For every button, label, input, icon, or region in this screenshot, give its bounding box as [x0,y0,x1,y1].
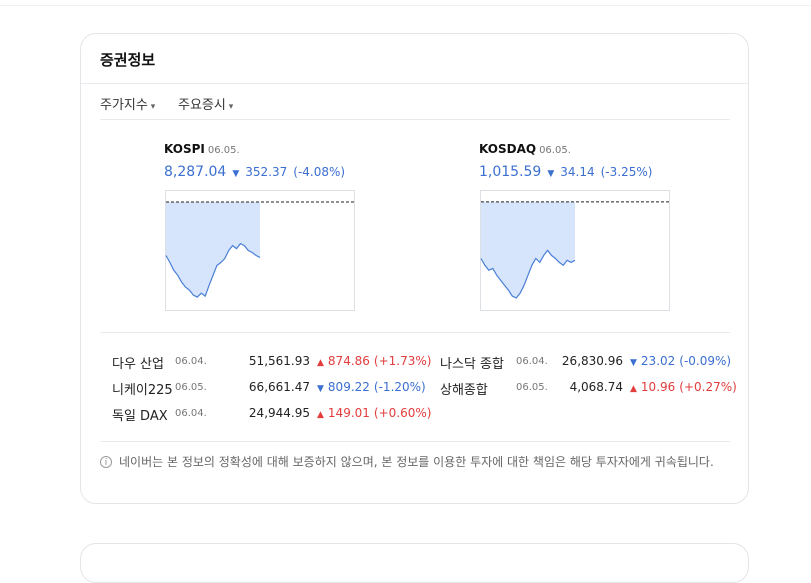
market-change: 809.22 [327,380,370,394]
sparkline [165,242,261,298]
divider [100,441,730,442]
index-date: 06.05. [539,145,571,156]
change-arrow [232,161,239,180]
divider [100,119,730,120]
market-value: 24,944.95 [248,406,310,420]
market-percent: (+1.73%) [373,354,432,368]
index-name: KOSPI 06.05. [164,142,240,156]
index-change: 352.37 [245,165,288,179]
market-change-line: 874.86(+1.73%) [317,354,431,368]
index-value-line: 1,015.59 34.14 (-3.25%) [479,161,652,180]
divider [100,332,730,333]
market-change: 149.01 [327,406,370,420]
info-icon: i [100,456,112,468]
market-date: 06.04. [175,408,207,419]
tab[interactable]: 주가지수 [100,94,155,113]
market-date: 06.04. [516,356,548,367]
change-arrow [317,380,324,394]
change-arrow [317,406,324,420]
market-change: 10.96 [640,380,676,394]
index-percent: (-4.08%) [293,165,346,179]
market-value: 4,068.74 [569,380,623,394]
market-percent: (-0.09%) [679,354,732,368]
market-date: 06.05. [516,382,548,393]
sparkline [480,249,576,299]
card-title: 증권정보 [100,51,156,69]
index-percent: (-3.25%) [600,165,653,179]
tab[interactable]: 주요증시 [178,94,233,113]
market-name: 나스닥 종합 [440,357,504,372]
market-change-line: 809.22(-1.20%) [317,380,426,394]
sparkline-area [166,201,260,298]
index-value: 1,015.59 [479,164,542,180]
divider [0,5,811,6]
change-arrow [630,354,637,368]
sparkline-chart [480,190,670,311]
market-name: 다우 산업 [112,357,164,372]
market-date: 06.04. [175,356,207,367]
page: {"header": {"title": "증권정보"}, "tabs": ["… [0,0,811,556]
market-name: 독일 DAX [112,409,168,424]
index-date: 06.05. [207,145,240,156]
chart-frame [480,190,670,311]
market-percent: (+0.27%) [679,380,737,394]
market-name: 상해종합 [440,383,488,398]
market-date: 06.05. [175,382,207,393]
index-change: 34.14 [560,165,595,179]
card [80,33,749,504]
change-arrow [547,161,554,180]
divider [81,83,748,84]
market-change: 23.02 [640,354,676,368]
market-name: 니케이225 [112,383,173,398]
market-percent: (+0.60%) [373,406,432,420]
chart-frame [165,190,355,311]
notice: 네이버는 본 정보의 정확성에 대해 보증하지 않으며, 본 정보를 이용한 투… [119,455,714,469]
card [80,543,749,583]
market-change: 874.86 [327,354,370,368]
market-change-line: 23.02(-0.09%) [630,354,731,368]
market-value: 66,661.47 [248,380,310,394]
market-percent: (-1.20%) [373,380,426,394]
change-arrow [630,380,637,394]
index-name: KOSDAQ 06.05. [479,142,571,156]
sparkline-area [481,201,575,298]
market-change-line: 149.01(+0.60%) [317,406,431,420]
market-value: 26,830.96 [561,354,623,368]
index-value: 8,287.04 [164,164,227,180]
market-change-line: 10.96(+0.27%) [630,380,737,394]
index-value-line: 8,287.04 352.37 (-4.08%) [164,161,345,180]
sparkline-chart [165,190,355,311]
change-arrow [317,354,324,368]
market-value: 51,561.93 [248,354,310,368]
